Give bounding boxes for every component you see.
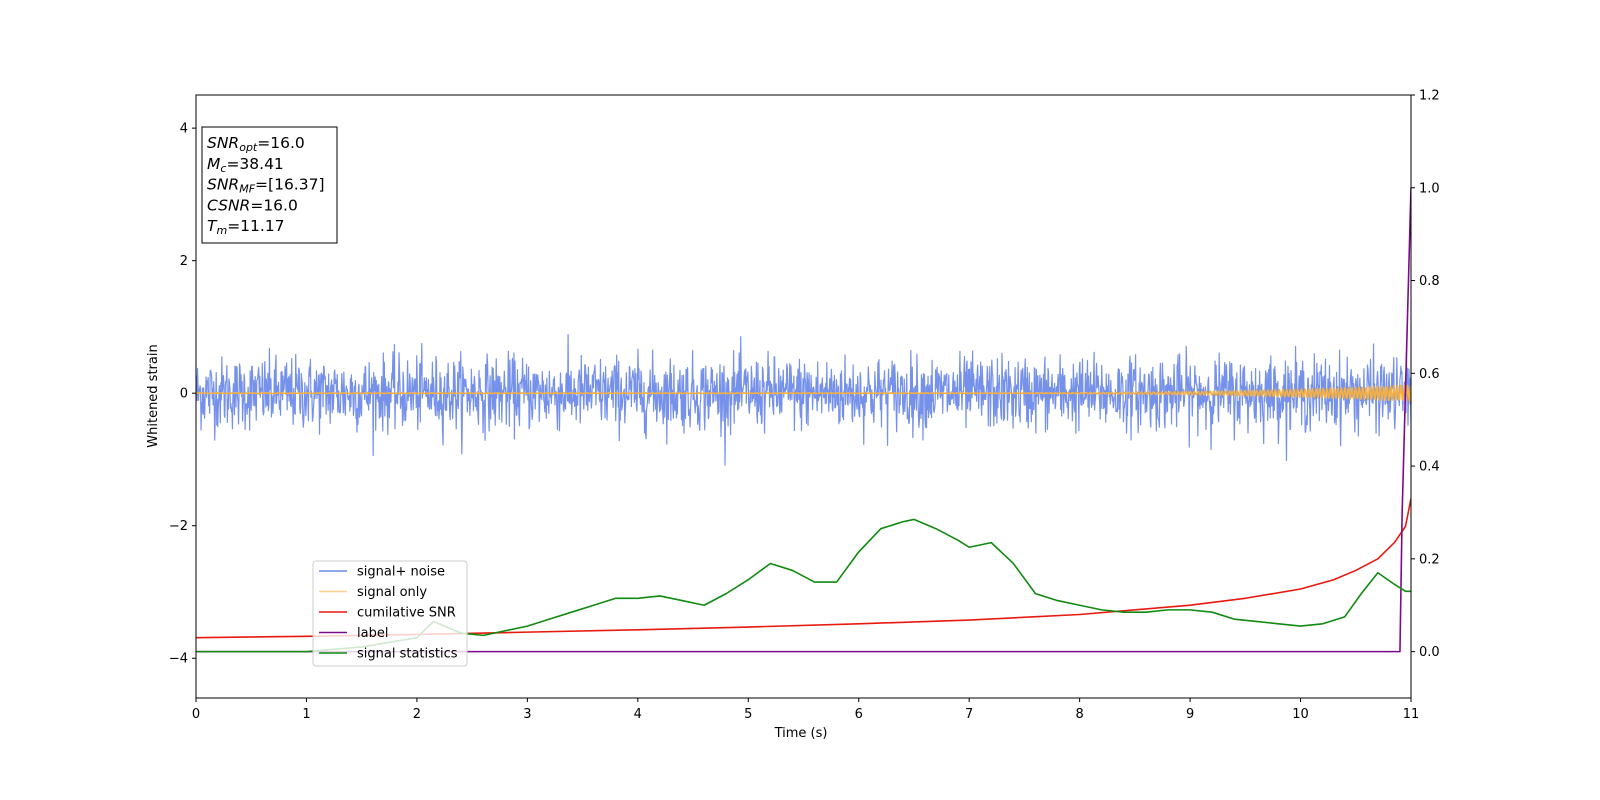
y-right-tick-label: 0.6 [1419, 367, 1440, 382]
y-right-tick-label: 0.0 [1419, 645, 1440, 660]
annotation-key: SNR [207, 176, 239, 194]
plot-frame [195, 94, 1412, 699]
annotation-line: SNRMF=[16.37] [207, 176, 325, 196]
x-tick-label: 8 [1075, 707, 1083, 722]
series-signal-noise-line [196, 333, 1411, 466]
y-axis-right: 0.0 0.2 0.4 0.6 0.8 1.0 1.2 [1411, 89, 1440, 660]
y-right-tick-label: 1.2 [1419, 89, 1440, 104]
x-axis-label: Time (s) [774, 726, 828, 741]
annotation-value: =[16.37] [255, 176, 324, 194]
x-tick-label: 10 [1292, 707, 1309, 722]
annotation-line: SNRopt=16.0 [207, 134, 305, 154]
y-right-tick-label: 0.8 [1419, 274, 1440, 289]
x-tick-label: 7 [965, 707, 973, 722]
x-tick-label: 4 [634, 707, 642, 722]
x-tick-label: 1 [302, 707, 310, 722]
x-tick-label: 6 [855, 707, 863, 722]
y-left-tick-label: −2 [169, 519, 188, 534]
annotation-key: CSNR [207, 196, 250, 214]
annotation-value: =38.41 [226, 155, 283, 173]
series-signal-only-line [196, 384, 1411, 402]
series-label-line [196, 187, 1411, 653]
series-cumilative-snr-line [196, 498, 1411, 639]
annotation-line: Tm=11.17 [207, 217, 285, 237]
legend-label: signal statistics [357, 647, 458, 662]
y-right-tick-label: 0.4 [1419, 460, 1440, 475]
x-tick-label: 0 [192, 707, 200, 722]
y-left-tick-label: 4 [180, 122, 188, 137]
legend-label: label [357, 626, 388, 641]
x-tick-label: 2 [413, 707, 421, 722]
y-right-tick-label: 1.0 [1419, 181, 1440, 196]
x-tick-label: 9 [1186, 707, 1194, 722]
annotation-key: T [207, 217, 218, 235]
y-left-tick-label: −4 [169, 652, 188, 667]
annotation-value: =16.0 [257, 134, 305, 152]
series-layer [196, 187, 1411, 653]
x-tick-label: 5 [744, 707, 752, 722]
annotation-value: =16.0 [250, 196, 298, 214]
annotation-subscript: m [216, 224, 227, 237]
y-right-tick-label: 0.2 [1419, 552, 1440, 567]
legend: signal+ noise signal only cumilative SNR la… [312, 560, 468, 667]
x-tick-label: 3 [523, 707, 531, 722]
legend-label: signal+ noise [357, 565, 445, 580]
annotation-value: =11.17 [227, 217, 284, 235]
y-left-tick-label: 0 [180, 387, 188, 402]
annotation-subscript: opt [239, 141, 258, 154]
annotation-line: Mc=38.41 [207, 155, 284, 175]
x-tick-label: 11 [1403, 707, 1420, 722]
y-axis-left: −4 −2 0 2 4 [169, 122, 196, 667]
y-axis-label: Whitened strain [146, 344, 161, 447]
annotation-line: CSNR=16.0 [207, 196, 298, 214]
annotation-key: M [207, 155, 220, 173]
annotation-subscript: c [220, 162, 226, 175]
series-signal-statistics-line [196, 518, 1411, 653]
x-axis: 0 1 2 3 4 5 6 7 8 9 10 11 [192, 698, 1419, 722]
y-left-tick-label: 2 [180, 254, 188, 269]
legend-label: cumilative SNR [357, 606, 456, 621]
annotation-box: SNRopt=16.0Mc=38.41SNRMF=[16.37]CSNR=16.… [201, 126, 338, 244]
legend-label: signal only [357, 585, 427, 600]
annotation-key: SNR [207, 134, 239, 152]
annotation-subscript: MF [239, 183, 255, 196]
